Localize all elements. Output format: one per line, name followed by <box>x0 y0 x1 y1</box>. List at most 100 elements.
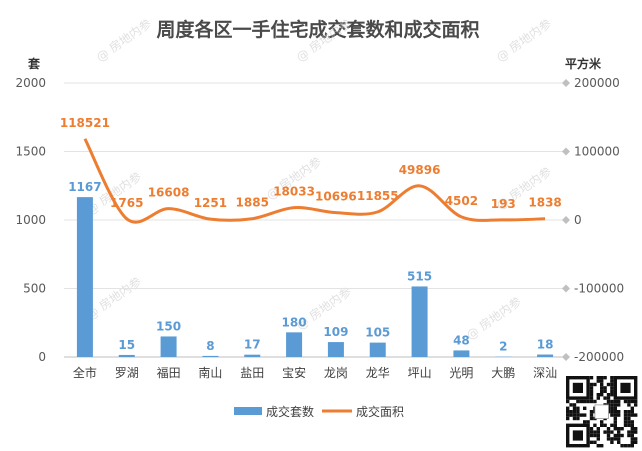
qr-module <box>596 393 600 397</box>
bar-label: 109 <box>323 325 348 339</box>
qr-module <box>623 416 628 421</box>
category-label: 龙华 <box>366 366 390 380</box>
line-label: 1251 <box>194 196 227 210</box>
right-tick-marker <box>562 147 570 156</box>
qr-module <box>596 433 600 438</box>
qr-module <box>572 413 577 417</box>
qr-module <box>634 413 638 417</box>
left-tick-label: 1000 <box>15 213 46 227</box>
qr-module <box>572 416 577 421</box>
qr-module <box>630 437 634 441</box>
qr-module <box>600 376 604 380</box>
qr-module <box>627 399 631 404</box>
qr-code <box>564 374 640 450</box>
qr-module <box>600 382 604 387</box>
qr-module <box>630 440 634 444</box>
qr-module <box>576 416 580 421</box>
bar-label: 48 <box>453 333 470 347</box>
left-tick-label: 1500 <box>15 145 46 159</box>
qr-module <box>600 420 604 424</box>
qr-module <box>606 427 611 431</box>
qr-module <box>617 413 621 417</box>
qr-module <box>569 410 573 414</box>
qr-module <box>589 413 594 417</box>
line-series <box>83 138 546 224</box>
qr-module <box>613 410 617 414</box>
qr-module <box>572 403 577 407</box>
qr-module <box>610 376 614 380</box>
category-label: 南山 <box>198 365 222 380</box>
right-tick-marker <box>562 284 570 293</box>
qr-module <box>610 393 614 397</box>
qr-module <box>606 430 611 434</box>
qr-module <box>589 393 594 397</box>
qr-module <box>579 413 583 417</box>
qr-module <box>630 410 634 414</box>
legend: 成交套数 成交面积 <box>234 404 404 419</box>
qr-module <box>610 413 614 417</box>
qr-module <box>627 420 631 424</box>
bar-series <box>76 197 554 357</box>
qr-finder-core <box>620 382 631 393</box>
legend-bar-label: 成交套数 <box>266 404 314 419</box>
qr-module <box>596 437 600 441</box>
qr-module <box>593 399 597 404</box>
qr-module <box>576 413 580 417</box>
qr-module <box>630 413 634 417</box>
line-path <box>83 138 546 224</box>
qr-module <box>606 396 611 400</box>
qr-module <box>583 406 587 410</box>
bar-label: 8 <box>206 339 214 353</box>
qr-module <box>593 423 597 427</box>
qr-module <box>627 433 631 438</box>
qr-module <box>630 444 634 448</box>
watermark: @ 房地内参 <box>493 16 554 65</box>
qr-module <box>620 444 624 448</box>
right-tick-label: 200000 <box>574 76 620 90</box>
qr-module <box>630 420 634 424</box>
qr-module <box>589 410 594 414</box>
right-tick-marker <box>562 79 570 87</box>
qr-module <box>589 382 594 387</box>
legend-bar-swatch <box>234 407 262 415</box>
qr-module <box>593 440 597 444</box>
bar-label: 2 <box>499 340 507 354</box>
line-label: 49896 <box>399 163 441 177</box>
qr-module <box>583 420 587 424</box>
right-tick-label: -200000 <box>574 350 624 364</box>
qr-module <box>572 410 577 414</box>
qr-module <box>623 423 628 427</box>
qr-module <box>623 444 628 448</box>
qr-module <box>627 416 631 421</box>
bar <box>453 350 470 357</box>
qr-module <box>583 399 587 404</box>
line-label: 1838 <box>528 196 561 210</box>
qr-module <box>613 406 617 410</box>
bar <box>411 286 428 357</box>
qr-module <box>583 413 587 417</box>
qr-module <box>627 413 631 417</box>
qr-module <box>603 389 607 393</box>
qr-module <box>610 437 614 441</box>
qr-module <box>630 399 634 404</box>
qr-module <box>569 403 573 407</box>
right-tick-label: 0 <box>574 213 582 227</box>
qr-module <box>620 433 624 438</box>
qr-module <box>566 399 570 404</box>
qr-module <box>566 413 570 417</box>
bar <box>244 354 261 357</box>
qr-module <box>610 406 614 410</box>
qr-module <box>623 399 628 404</box>
qr-module <box>613 413 617 417</box>
category-label: 深汕 <box>533 366 557 380</box>
qr-module <box>617 430 621 434</box>
qr-module <box>589 416 594 421</box>
bar-label: 18 <box>537 338 554 352</box>
qr-module <box>630 430 634 434</box>
category-label: 全市 <box>73 365 97 380</box>
qr-module <box>603 396 607 400</box>
qr-module <box>593 382 597 387</box>
category-label: 坪山 <box>408 366 432 380</box>
qr-module <box>589 433 594 438</box>
bar <box>160 336 177 357</box>
